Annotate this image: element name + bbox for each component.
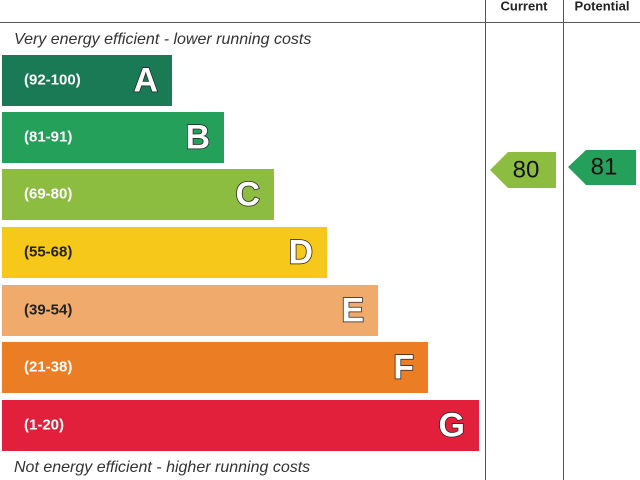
band-bar [2, 227, 327, 278]
band-letter: B [185, 118, 210, 156]
top-note: Very energy efficient - lower running co… [14, 31, 311, 48]
band-letter: F [393, 348, 414, 386]
potential-header: Potential [575, 0, 630, 13]
band-bar [2, 169, 274, 220]
band-range: (39-54) [24, 301, 72, 318]
band-range: (1-20) [24, 416, 64, 433]
band-bar [2, 285, 378, 336]
band-range: (55-68) [24, 243, 72, 260]
band-letter: A [133, 61, 158, 99]
potential-rating: 81 [591, 153, 618, 180]
band-letter: C [235, 175, 260, 213]
current-rating: 80 [513, 156, 540, 183]
current-header: Current [501, 0, 549, 13]
bottom-note: Not energy efficient - higher running co… [14, 459, 310, 476]
band-letter: D [288, 233, 313, 271]
band-bar [2, 342, 428, 393]
band-range: (21-38) [24, 358, 72, 375]
band-range: (69-80) [24, 185, 72, 202]
bands: (92-100) A (81-91) B (69-80) C (55-68) D (39-54)… [2, 55, 479, 451]
band-letter: E [341, 291, 364, 329]
band-range: (81-91) [24, 128, 72, 145]
band-bar [2, 112, 224, 163]
band-range: (92-100) [24, 71, 81, 88]
potential-arrow [568, 150, 636, 185]
band-bar [2, 55, 172, 106]
current-arrow [490, 152, 556, 188]
band-bar [2, 400, 479, 451]
band-letter: G [439, 406, 465, 444]
